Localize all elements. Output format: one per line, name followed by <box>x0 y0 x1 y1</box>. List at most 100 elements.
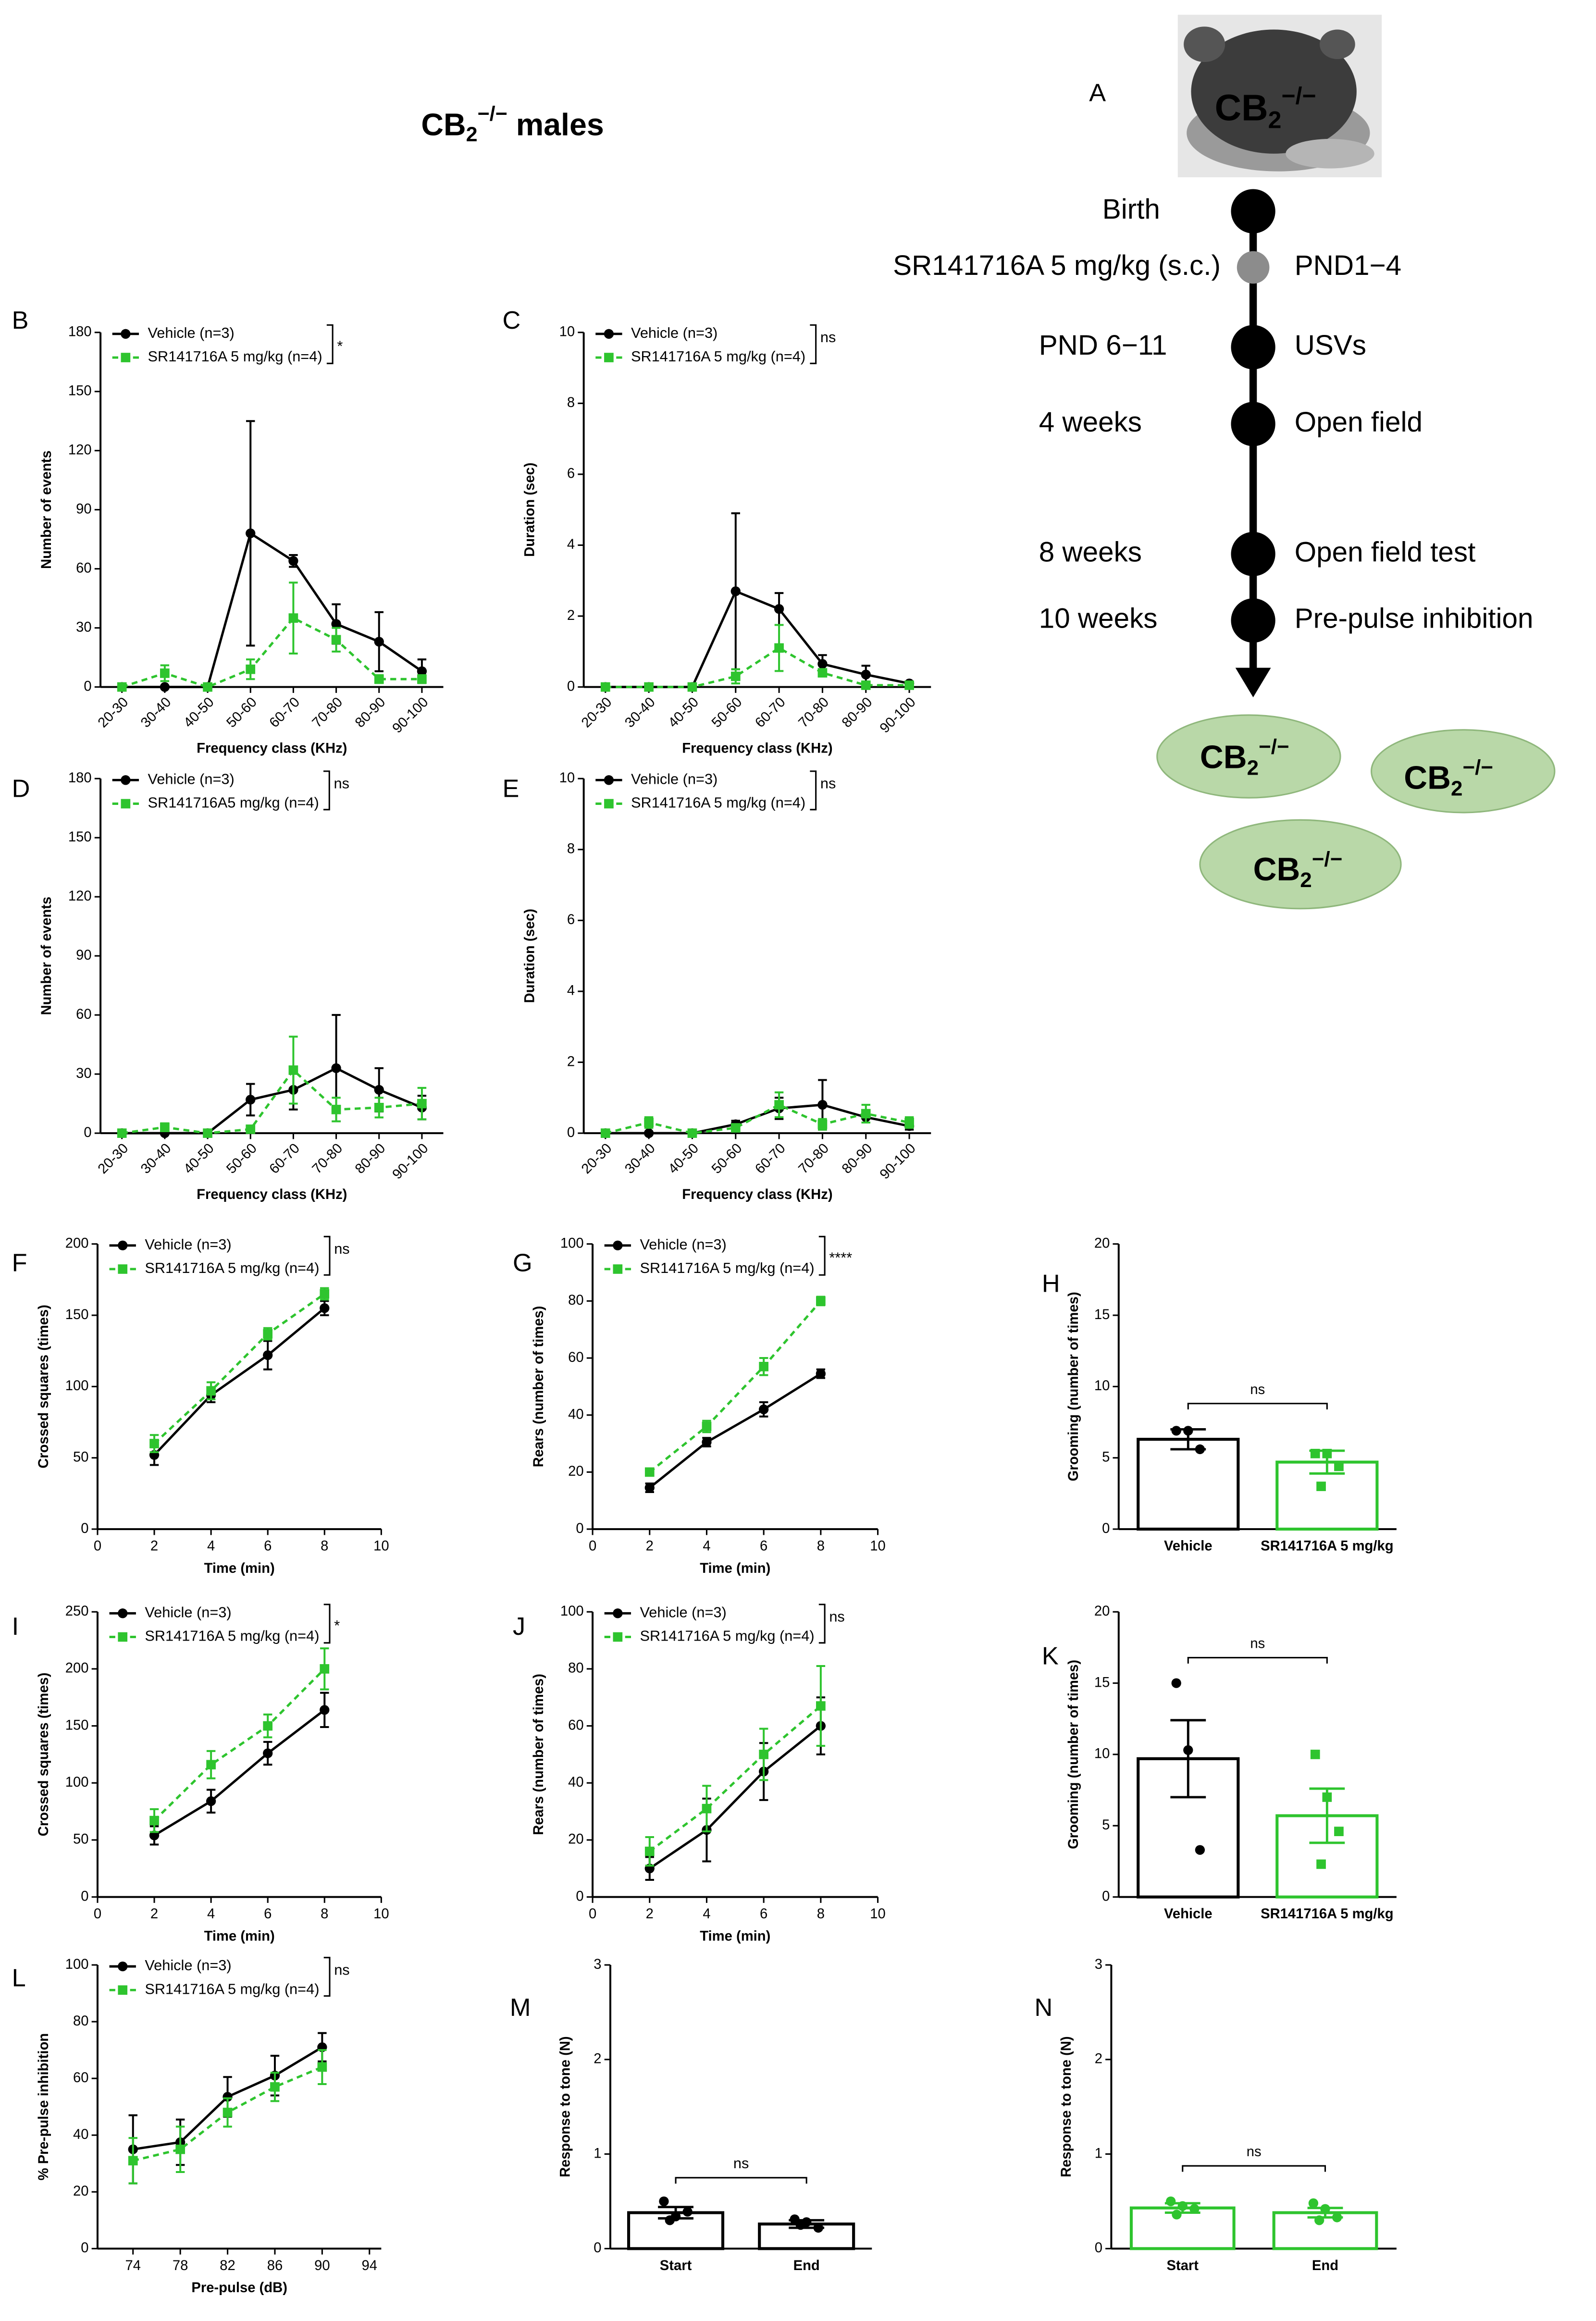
y-tick-label: 90 <box>76 948 91 963</box>
marker <box>687 682 697 692</box>
timeline-right-label: Open field <box>1295 407 1423 438</box>
x-tick-label: 6 <box>264 1539 272 1554</box>
data-point <box>1334 1827 1344 1836</box>
genotype-sub: 2 <box>1247 756 1259 779</box>
data-point <box>1183 1426 1193 1436</box>
y-tick-label: 150 <box>68 829 92 845</box>
significance-bracket <box>1182 2165 1326 2172</box>
y-axis-label: Grooming (number of times) <box>1066 1660 1081 1849</box>
significance-bracket <box>1187 1657 1328 1664</box>
y-tick-label: 120 <box>68 442 92 457</box>
x-tick-label: 30-40 <box>622 694 658 730</box>
x-tick-label: 0 <box>94 1906 101 1922</box>
marker <box>223 2092 233 2102</box>
significance-bracket <box>810 324 817 364</box>
panel-letter: I <box>12 1613 19 1641</box>
marker <box>374 1085 384 1095</box>
x-axis-label: Time (min) <box>204 1928 275 1944</box>
y-tick-label: 6 <box>567 912 575 927</box>
marker <box>320 1705 330 1715</box>
x-tick-label: 74 <box>125 2258 141 2273</box>
marker <box>417 674 427 684</box>
x-axis-label: Frequency class (KHz) <box>682 741 832 756</box>
bar <box>1137 1438 1240 1531</box>
marker <box>417 1099 427 1109</box>
y-axis-label: Number of events <box>39 450 54 569</box>
marker <box>128 2156 138 2166</box>
genotype-sup: −/− <box>1281 83 1316 110</box>
data-point <box>1189 2204 1200 2214</box>
marker <box>263 1350 273 1360</box>
y-tick-label: 2 <box>594 2051 601 2067</box>
legend-marker <box>118 1961 128 1972</box>
genotype-sup: −/− <box>1312 847 1343 871</box>
genotype-sup: −/− <box>1462 755 1493 779</box>
timeline-node <box>1231 598 1275 643</box>
x-tick-label: 80-90 <box>839 694 875 730</box>
marker <box>600 682 610 692</box>
legend-label: Vehicle (n=3) <box>148 324 235 341</box>
legend-marker <box>121 353 131 362</box>
y-axis-label: Response to tone (N) <box>1059 2036 1074 2177</box>
y-tick-label: 180 <box>68 324 92 339</box>
marker <box>374 1102 384 1112</box>
legend-marker <box>121 799 131 809</box>
marker <box>149 1815 159 1826</box>
genotype-sub: 2 <box>1451 777 1462 800</box>
x-tick-label: 94 <box>362 2258 377 2273</box>
x-tick-label: 30-40 <box>622 1141 658 1177</box>
marker <box>861 680 871 690</box>
marker <box>203 1128 212 1138</box>
marker <box>320 1664 330 1674</box>
y-tick-label: 5 <box>1102 1817 1110 1833</box>
marker <box>175 2144 185 2154</box>
marker <box>730 1123 741 1133</box>
marker <box>861 669 871 679</box>
legend-label: SR141716A 5 mg/kg (n=4) <box>145 1259 319 1276</box>
marker <box>702 1803 712 1814</box>
x-axis-label: Time (min) <box>700 1928 770 1944</box>
marker <box>331 1105 341 1114</box>
legend-marker <box>604 353 614 362</box>
y-tick-label: 4 <box>567 537 575 552</box>
series-line <box>605 1103 910 1135</box>
series-line <box>605 646 910 689</box>
series-line <box>153 1668 326 1822</box>
y-tick-label: 5 <box>1102 1449 1110 1465</box>
genotype-label: CB2−/− <box>1404 755 1493 800</box>
marker <box>374 637 384 647</box>
marker <box>263 1748 273 1758</box>
y-tick-label: 250 <box>65 1604 89 1619</box>
x-tick-label: 70-80 <box>796 694 832 730</box>
legend-label: SR141716A 5 mg/kg (n=4) <box>145 1628 319 1644</box>
legend-marker <box>613 1632 623 1642</box>
bar <box>1275 1460 1379 1531</box>
marker <box>223 2108 233 2117</box>
y-tick-label: 8 <box>567 841 575 857</box>
y-tick-label: 50 <box>73 1449 88 1465</box>
x-tick-label: 50-60 <box>709 694 745 730</box>
marker <box>246 528 256 539</box>
marker <box>206 1386 216 1396</box>
marker <box>263 1329 273 1339</box>
bar <box>1129 2206 1236 2250</box>
y-tick-label: 80 <box>568 1661 583 1676</box>
legend-label: SR141716A 5 mg/kg (n=4) <box>148 348 322 365</box>
marker <box>160 1122 170 1132</box>
legend-label: Vehicle (n=3) <box>640 1236 726 1253</box>
genotype-sub: 2 <box>1300 868 1311 892</box>
y-tick-label: 15 <box>1094 1307 1110 1322</box>
series-line <box>153 1293 325 1444</box>
timeline-node <box>1231 402 1275 446</box>
legend-label: SR141716A 5 mg/kg (n=4) <box>640 1628 814 1644</box>
y-tick-label: 60 <box>568 1350 583 1365</box>
y-tick-label: 0 <box>81 2240 88 2256</box>
panel-letter: F <box>12 1249 27 1277</box>
significance-label: ns <box>1250 1636 1265 1652</box>
y-tick-label: 3 <box>1095 1957 1102 1972</box>
legend-marker <box>613 1240 623 1250</box>
panel-letter: C <box>503 307 521 334</box>
y-axis-label: Number of events <box>39 897 54 1015</box>
legend-marker <box>613 1608 623 1618</box>
x-tick-label: 50-60 <box>223 1141 260 1177</box>
